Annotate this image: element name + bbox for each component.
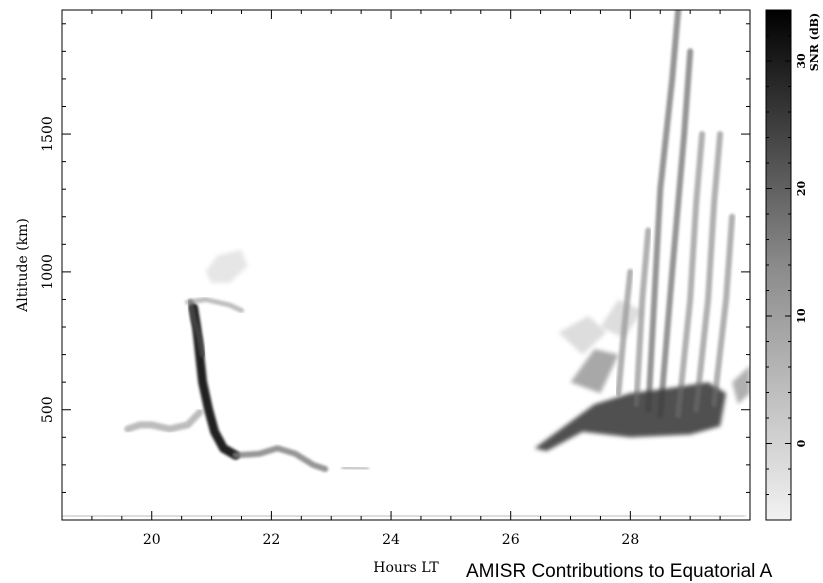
plume-trailing-fragment xyxy=(341,465,370,471)
y-tick-label: 1500 xyxy=(40,116,56,152)
post-midnight-plume-streak xyxy=(633,227,652,408)
snr-echo-features xyxy=(62,10,750,519)
colorbar-tick-label: 20 xyxy=(795,181,808,197)
colorbar-ticks: 0 10 20 30 xyxy=(766,9,808,495)
plume-diffuse-cloud xyxy=(205,249,248,283)
post-midnight-flank xyxy=(570,349,619,394)
plume-trailing-wave xyxy=(232,445,329,472)
plume-main-column xyxy=(187,299,206,358)
axis-tick-labels: 20 22 24 26 28 500 1000 1500 xyxy=(40,116,639,548)
plume-left-tail xyxy=(124,409,204,433)
colorbar-tick-label: 30 xyxy=(795,53,808,69)
axis-ticks xyxy=(62,10,750,520)
plot-frame xyxy=(61,9,751,521)
colorbar-tick-label: 10 xyxy=(795,308,808,324)
post-midnight-plume-streak xyxy=(657,48,694,419)
post-midnight-plume-streak xyxy=(711,213,736,408)
x-axis-label: Hours LT xyxy=(373,560,439,576)
y-tick-label: 500 xyxy=(40,396,56,423)
post-midnight-flank xyxy=(558,316,607,355)
post-midnight-edge xyxy=(732,365,750,405)
x-tick-label: 24 xyxy=(382,532,400,548)
post-midnight-plume-streak xyxy=(675,131,706,419)
colorbar-label: SNR (dB) xyxy=(808,13,821,71)
y-tick-label: 1000 xyxy=(40,254,56,290)
y-axis-label: Altitude (km) xyxy=(15,218,31,313)
post-midnight-plume-streak xyxy=(693,131,724,413)
post-midnight-plume-streak xyxy=(645,10,682,413)
footer-caption: AMISR Contributions to Equatorial A xyxy=(466,561,773,582)
x-tick-label: 20 xyxy=(143,532,161,548)
x-tick-label: 26 xyxy=(502,532,520,548)
x-tick-label: 28 xyxy=(621,532,639,548)
colorbar xyxy=(765,9,792,521)
plume-top-cap xyxy=(185,297,244,313)
colorbar-tick-label: 0 xyxy=(795,439,808,447)
post-midnight-filament xyxy=(600,299,643,339)
x-tick-label: 22 xyxy=(262,532,280,548)
